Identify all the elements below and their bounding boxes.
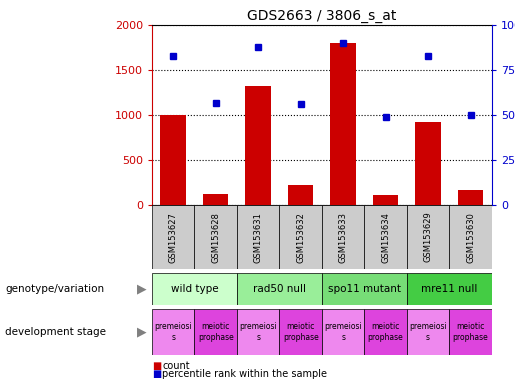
Text: percentile rank within the sample: percentile rank within the sample xyxy=(162,369,327,379)
Bar xyxy=(279,309,322,355)
Bar xyxy=(152,309,194,355)
Text: wild type: wild type xyxy=(170,284,218,294)
Bar xyxy=(152,205,194,269)
Text: ■: ■ xyxy=(152,361,161,371)
Bar xyxy=(152,273,237,305)
Bar xyxy=(415,122,441,205)
Text: genotype/variation: genotype/variation xyxy=(5,284,104,294)
Text: mre11 null: mre11 null xyxy=(421,284,477,294)
Bar xyxy=(330,43,356,205)
Text: GSM153633: GSM153633 xyxy=(339,212,348,263)
Text: meiotic
prophase: meiotic prophase xyxy=(368,323,403,342)
Text: spo11 mutant: spo11 mutant xyxy=(328,284,401,294)
Bar xyxy=(373,195,398,205)
Bar xyxy=(237,273,322,305)
Bar xyxy=(203,194,228,205)
Text: ▶: ▶ xyxy=(137,283,147,295)
Bar xyxy=(237,205,279,269)
Bar xyxy=(449,309,492,355)
Bar xyxy=(279,205,322,269)
Bar xyxy=(407,273,492,305)
Text: GSM153629: GSM153629 xyxy=(424,212,433,263)
Text: meiotic
prophase: meiotic prophase xyxy=(198,323,233,342)
Bar xyxy=(194,205,237,269)
Text: premeiosi
s: premeiosi s xyxy=(239,323,277,342)
Bar xyxy=(322,205,365,269)
Text: meiotic
prophase: meiotic prophase xyxy=(283,323,318,342)
Bar xyxy=(364,205,407,269)
Text: GSM153632: GSM153632 xyxy=(296,212,305,263)
Bar xyxy=(449,205,492,269)
Text: GSM153628: GSM153628 xyxy=(211,212,220,263)
Text: GSM153634: GSM153634 xyxy=(381,212,390,263)
Bar xyxy=(160,115,186,205)
Bar xyxy=(322,309,365,355)
Text: count: count xyxy=(162,361,190,371)
Bar xyxy=(322,273,407,305)
Text: premeiosi
s: premeiosi s xyxy=(154,323,192,342)
Bar xyxy=(364,309,407,355)
Bar xyxy=(288,185,313,205)
Text: meiotic
prophase: meiotic prophase xyxy=(453,323,488,342)
Text: GSM153631: GSM153631 xyxy=(254,212,263,263)
Title: GDS2663 / 3806_s_at: GDS2663 / 3806_s_at xyxy=(247,8,397,23)
Text: GSM153627: GSM153627 xyxy=(169,212,178,263)
Text: premeiosi
s: premeiosi s xyxy=(324,323,362,342)
Bar xyxy=(194,309,237,355)
Text: premeiosi
s: premeiosi s xyxy=(409,323,447,342)
Text: GSM153630: GSM153630 xyxy=(466,212,475,263)
Bar xyxy=(407,205,449,269)
Text: ■: ■ xyxy=(152,369,161,379)
Bar xyxy=(245,86,271,205)
Bar xyxy=(458,190,483,205)
Text: rad50 null: rad50 null xyxy=(253,284,306,294)
Bar xyxy=(407,309,449,355)
Text: development stage: development stage xyxy=(5,327,106,337)
Bar xyxy=(237,309,279,355)
Text: ▶: ▶ xyxy=(137,326,147,339)
